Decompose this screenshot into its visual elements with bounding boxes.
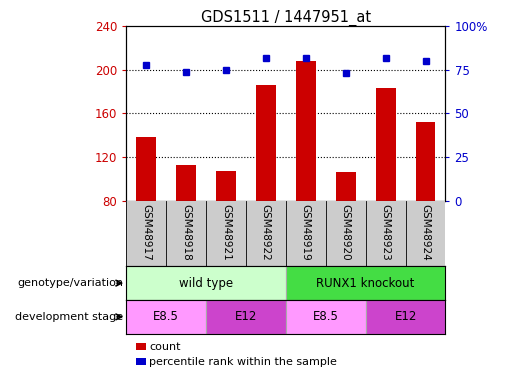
- Text: GSM48919: GSM48919: [301, 204, 311, 261]
- Text: GSM48922: GSM48922: [261, 204, 271, 261]
- Bar: [416, 122, 436, 201]
- Text: GSM48923: GSM48923: [381, 204, 390, 261]
- Text: RUNX1 knockout: RUNX1 knockout: [316, 277, 415, 290]
- Bar: [136, 137, 156, 201]
- Text: development stage: development stage: [15, 312, 124, 322]
- Text: percentile rank within the sample: percentile rank within the sample: [149, 357, 337, 367]
- Text: genotype/variation: genotype/variation: [18, 278, 124, 288]
- Text: wild type: wild type: [179, 277, 233, 290]
- Bar: [296, 61, 316, 201]
- Text: GSM48917: GSM48917: [141, 204, 151, 261]
- Bar: [366, 300, 445, 334]
- Bar: [336, 172, 356, 201]
- Bar: [176, 165, 196, 201]
- Text: GSM48924: GSM48924: [421, 204, 431, 261]
- Bar: [206, 300, 286, 334]
- Text: GSM48921: GSM48921: [221, 204, 231, 261]
- Bar: [375, 88, 396, 201]
- Text: GSM48920: GSM48920: [341, 204, 351, 261]
- Title: GDS1511 / 1447951_at: GDS1511 / 1447951_at: [201, 10, 371, 26]
- Text: E8.5: E8.5: [313, 310, 339, 323]
- Text: E8.5: E8.5: [153, 310, 179, 323]
- Text: E12: E12: [235, 310, 257, 323]
- Text: count: count: [149, 342, 181, 352]
- Bar: [286, 300, 366, 334]
- Bar: [126, 300, 206, 334]
- Bar: [256, 85, 276, 201]
- Text: E12: E12: [394, 310, 417, 323]
- Bar: [286, 266, 445, 300]
- Bar: [216, 171, 236, 201]
- Bar: [126, 266, 286, 300]
- Text: GSM48918: GSM48918: [181, 204, 191, 261]
